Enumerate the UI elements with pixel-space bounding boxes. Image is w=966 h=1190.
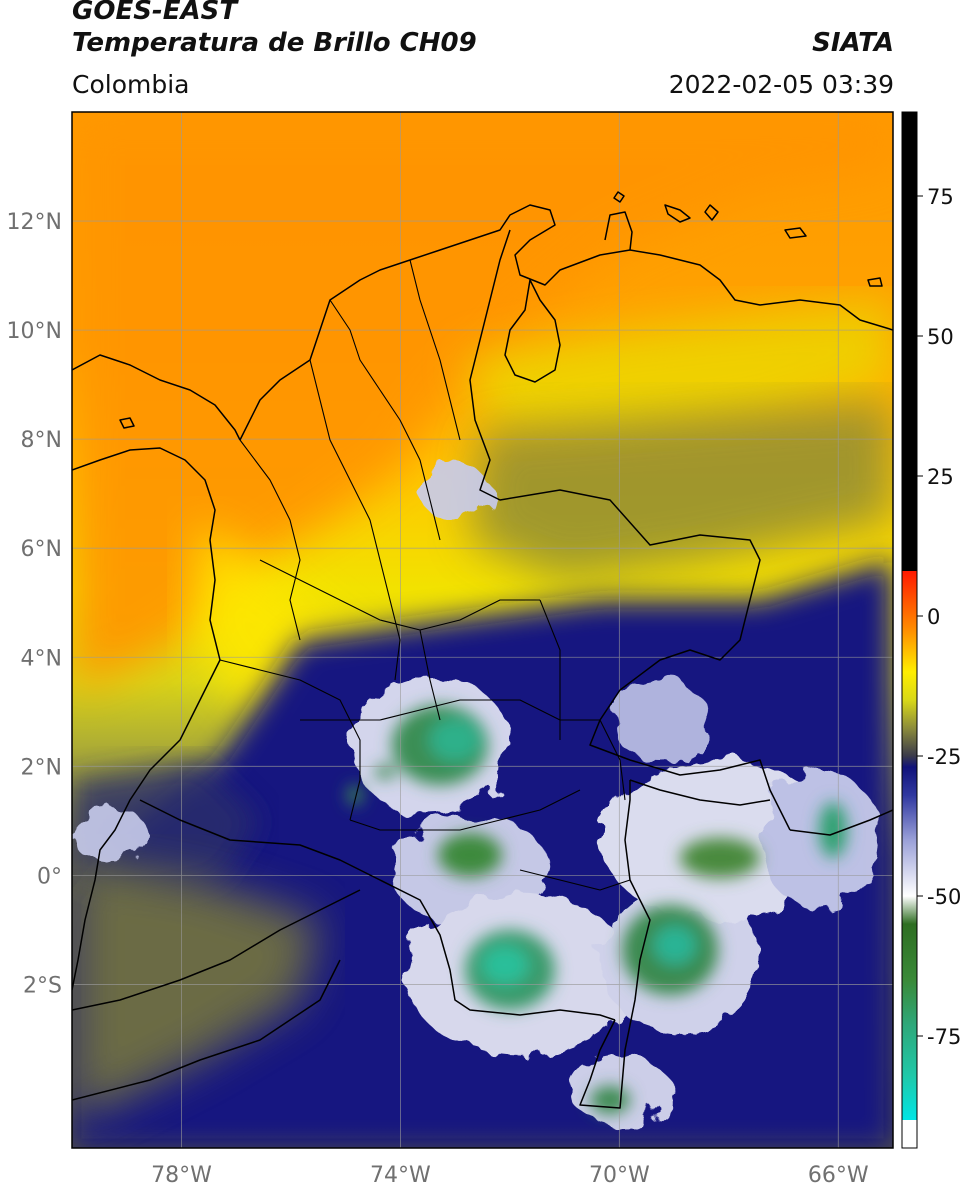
lat-tick-label: 6°N (21, 537, 62, 562)
lon-tick-label: 74°W (370, 1163, 431, 1188)
colombia-ecuador-peru-border (139, 799, 616, 1021)
colorbar-tick-label: 0 (927, 605, 940, 629)
satellite-title: GOES-EAST (72, 0, 238, 26)
region-label: Colombia (72, 70, 190, 99)
borders-layer (72, 191, 893, 1109)
imagery-layer (72, 112, 893, 1148)
map-frame (71, 111, 894, 1149)
colorbar-tick-label: 25 (927, 465, 954, 489)
colorbar (901, 111, 918, 1149)
colombia-venezuela-border (469, 229, 791, 831)
colorbar-tick-label: 50 (927, 325, 954, 349)
lon-tick-label: 66°W (808, 1163, 869, 1188)
lat-tick-label: 2°N (21, 755, 62, 780)
colorbar-tick-label: -25 (927, 745, 961, 769)
maracaibo-lake (504, 279, 561, 383)
pacific-coastline (72, 539, 221, 991)
colorbar-tick-label: 75 (927, 185, 954, 209)
colorbar-tick-label: -50 (927, 885, 961, 909)
agency-label: SIATA (812, 28, 894, 58)
caribbean-coastline (239, 204, 893, 441)
lat-tick-label: 10°N (7, 319, 62, 344)
lon-tick-label: 78°W (151, 1163, 212, 1188)
colorbar-tick-label: -75 (927, 1025, 961, 1049)
panama-coastline (72, 354, 241, 441)
timestamp-label: 2022-02-05 03:39 (668, 70, 894, 99)
lat-tick-label: 0° (37, 864, 62, 889)
product-title: Temperatura de Brillo CH09 (72, 28, 477, 58)
lat-tick-label: 8°N (21, 428, 62, 453)
lat-tick-label: 4°N (21, 646, 62, 671)
lat-tick-label: 2°S (23, 973, 62, 998)
lat-tick-label: 12°N (7, 210, 62, 235)
lon-tick-label: 70°W (589, 1163, 650, 1188)
